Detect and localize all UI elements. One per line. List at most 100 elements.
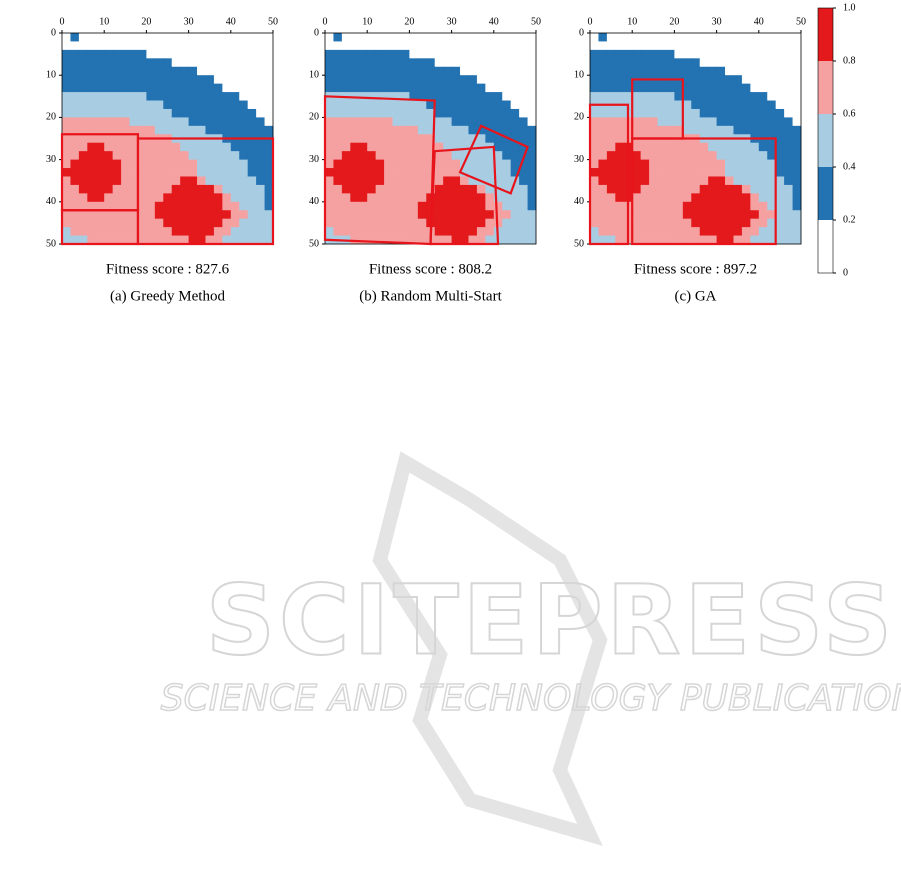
heatmap-cell	[485, 92, 495, 101]
heatmap-cell	[121, 134, 130, 144]
heatmap-cell	[750, 227, 760, 236]
heatmap-cell	[476, 201, 486, 211]
heatmap-cell	[70, 201, 80, 211]
heatmap-cell	[129, 193, 139, 203]
heatmap-cell	[443, 227, 452, 236]
heatmap-cell	[649, 151, 658, 160]
heatmap-cell	[716, 92, 726, 101]
heatmap-cell	[434, 159, 444, 169]
heatmap-cell	[409, 151, 419, 160]
heatmap-cell	[146, 83, 156, 93]
heatmap-cell	[154, 227, 164, 236]
heatmap-cell	[451, 159, 461, 169]
heatmap-cell	[213, 193, 223, 203]
heatmap-cell	[606, 75, 616, 85]
heatmap-cell	[112, 92, 122, 101]
heatmap-cell	[716, 201, 726, 211]
heatmap-cell	[213, 159, 223, 169]
heatmap-cell	[121, 176, 130, 186]
heatmap-cell	[256, 41, 265, 51]
heatmap-cell	[519, 176, 528, 186]
heatmap-cell	[725, 117, 734, 127]
heatmap-cell	[493, 193, 503, 203]
heatmap-cell	[78, 33, 88, 42]
heatmap-cell	[95, 210, 105, 220]
heatmap-cell	[443, 100, 452, 110]
heatmap-cell	[70, 193, 80, 203]
heatmap-cell	[350, 168, 360, 177]
heatmap-cell	[264, 100, 274, 110]
heatmap-cell	[493, 134, 503, 144]
heatmap-cell	[375, 176, 385, 186]
heatmap-cell	[62, 49, 71, 59]
heatmap-cell	[615, 142, 625, 152]
heatmap-cell	[451, 210, 461, 220]
heatmap-cell	[129, 125, 139, 135]
heatmap-cell	[792, 218, 802, 228]
heatmap-cell	[121, 66, 130, 76]
heatmap-cell	[129, 159, 139, 169]
heatmap-cell	[213, 83, 223, 93]
heatmap-cell	[640, 58, 650, 68]
heatmap-cell	[70, 33, 80, 42]
heatmap-cell	[434, 227, 444, 236]
heatmap-cell	[468, 210, 478, 220]
heatmap-cell	[510, 125, 520, 135]
heatmap-cell	[358, 66, 368, 76]
heatmap-cell	[104, 117, 114, 127]
heatmap-cell	[70, 41, 80, 51]
heatmap-cell	[657, 41, 667, 51]
heatmap-cell	[699, 75, 709, 85]
solution-box	[136, 137, 275, 246]
heatmap-cell	[657, 49, 667, 59]
heatmap-cell	[657, 83, 667, 93]
solution-box	[631, 137, 777, 246]
heatmap-cell	[451, 235, 461, 245]
heatmap-cell	[476, 66, 486, 76]
heatmap-cell	[493, 75, 503, 85]
heatmap-cell	[493, 58, 503, 68]
heatmap-cell	[623, 33, 633, 42]
heatmap-cell	[78, 83, 88, 93]
heatmap-cell	[750, 33, 760, 42]
heatmap-cell	[375, 142, 385, 152]
heatmap-cell	[691, 100, 701, 110]
heatmap-cell	[640, 168, 650, 177]
heatmap-cell	[758, 100, 768, 110]
heatmap-cell	[750, 168, 760, 177]
heatmap-cell	[708, 168, 717, 177]
heatmap-cell	[590, 168, 599, 177]
heatmap-cell	[451, 142, 461, 152]
heatmap-cell	[121, 58, 130, 68]
heatmap-cell	[502, 58, 512, 68]
heatmap-cell	[674, 92, 684, 101]
heatmap-cell	[767, 176, 777, 186]
heatmap-cell	[247, 218, 257, 228]
heatmap-cell	[691, 41, 701, 51]
heatmap-cell	[716, 83, 726, 93]
heatmap-cell	[222, 218, 232, 228]
heatmap-cell	[409, 83, 419, 93]
heatmap-cell	[632, 83, 642, 93]
heatmap-cell	[205, 49, 215, 59]
heatmap-cell	[460, 142, 469, 152]
heatmap-cell	[87, 33, 97, 42]
fitness-score: Fitness score : 827.6	[106, 261, 230, 277]
heatmap-cell	[239, 201, 249, 211]
heatmap-cell	[384, 176, 393, 186]
heatmap-cell	[632, 193, 642, 203]
heatmap-cell	[104, 159, 114, 169]
heatmap-cell	[197, 75, 206, 85]
heatmap-cell	[70, 176, 80, 186]
heatmap-cell	[434, 168, 444, 177]
heatmap-cell	[460, 108, 469, 118]
heatmap-cell	[699, 49, 709, 59]
heatmap-cell	[691, 201, 701, 211]
heatmap-cell	[792, 58, 802, 68]
heatmap-cell	[333, 66, 343, 76]
heatmap-cell	[493, 168, 503, 177]
heatmap-cell	[502, 125, 512, 135]
heatmap-cell	[493, 151, 503, 160]
heatmap-cell	[341, 193, 351, 203]
